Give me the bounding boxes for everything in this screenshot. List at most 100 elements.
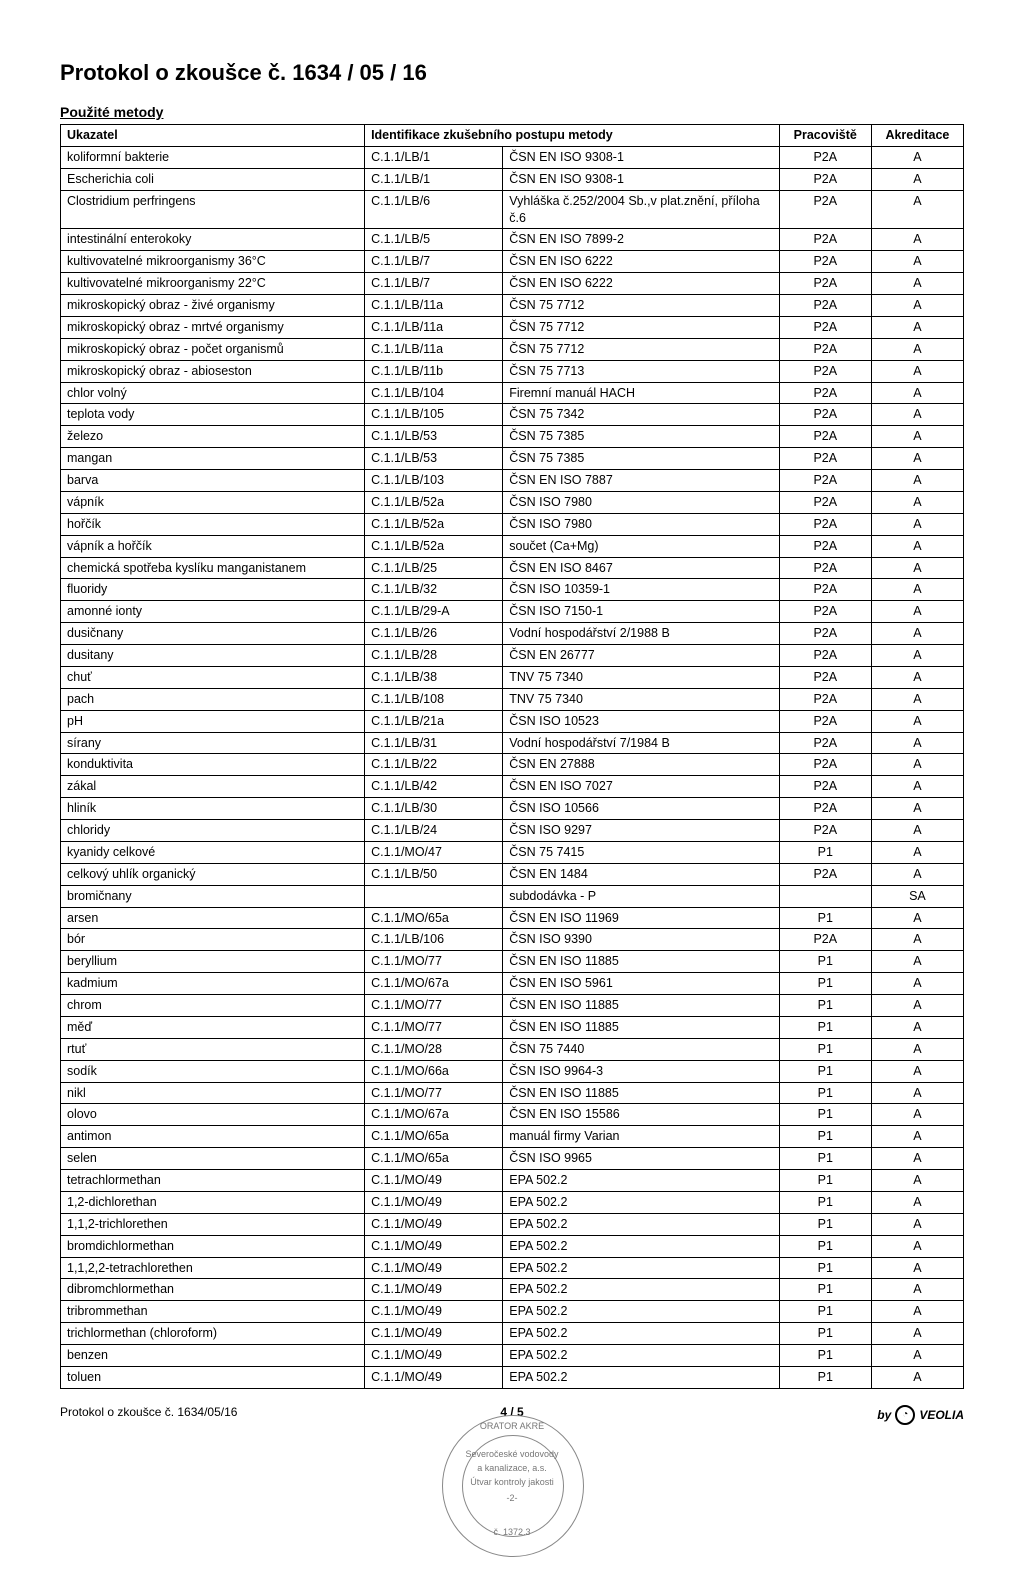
table-cell: intestinální enterokoky	[61, 229, 365, 251]
table-cell: kultivovatelné mikroorganismy 36°C	[61, 251, 365, 273]
table-cell: EPA 502.2	[503, 1345, 779, 1367]
table-cell: A	[871, 470, 963, 492]
table-cell: P1	[779, 1323, 871, 1345]
table-cell: P2A	[779, 229, 871, 251]
table-cell: ČSN EN ISO 9308-1	[503, 146, 779, 168]
table-row: selenC.1.1/MO/65aČSN ISO 9965P1A	[61, 1148, 964, 1170]
table-cell: C.1.1/MO/77	[365, 951, 503, 973]
table-cell: C.1.1/MO/49	[365, 1366, 503, 1388]
table-cell: ČSN EN ISO 9308-1	[503, 168, 779, 190]
table-cell: ČSN 75 7385	[503, 426, 779, 448]
table-cell: A	[871, 907, 963, 929]
table-row: síranyC.1.1/LB/31Vodní hospodářství 7/19…	[61, 732, 964, 754]
table-cell: P2A	[779, 491, 871, 513]
col-ukazatel: Ukazatel	[61, 125, 365, 147]
table-cell: ČSN EN ISO 5961	[503, 973, 779, 995]
table-cell: C.1.1/LB/31	[365, 732, 503, 754]
table-cell: A	[871, 623, 963, 645]
table-cell: P1	[779, 1257, 871, 1279]
table-cell: ČSN 75 7712	[503, 338, 779, 360]
table-cell: ČSN 75 7712	[503, 316, 779, 338]
table-cell: A	[871, 1170, 963, 1192]
table-cell: P1	[779, 1082, 871, 1104]
table-cell: C.1.1/MO/77	[365, 1016, 503, 1038]
table-row: kadmiumC.1.1/MO/67aČSN EN ISO 5961P1A	[61, 973, 964, 995]
table-cell: C.1.1/MO/66a	[365, 1060, 503, 1082]
table-cell: EPA 502.2	[503, 1301, 779, 1323]
table-row: koliformní bakterieC.1.1/LB/1ČSN EN ISO …	[61, 146, 964, 168]
table-cell: měď	[61, 1016, 365, 1038]
table-cell: ČSN EN ISO 11885	[503, 995, 779, 1017]
table-row: 1,2-dichlorethanC.1.1/MO/49EPA 502.2P1A	[61, 1191, 964, 1213]
table-row: mikroskopický obraz - abiosestonC.1.1/LB…	[61, 360, 964, 382]
table-cell: ČSN ISO 9390	[503, 929, 779, 951]
table-cell: olovo	[61, 1104, 365, 1126]
stamp-line-2: a kanalizace, a.s.	[442, 1463, 582, 1473]
table-row: manganC.1.1/LB/53ČSN 75 7385P2AA	[61, 448, 964, 470]
table-cell: A	[871, 146, 963, 168]
table-cell: A	[871, 1038, 963, 1060]
table-cell: C.1.1/LB/11a	[365, 295, 503, 317]
table-cell: Clostridium perfringens	[61, 190, 365, 229]
table-cell: A	[871, 1148, 963, 1170]
table-cell: koliformní bakterie	[61, 146, 365, 168]
table-cell: A	[871, 404, 963, 426]
table-cell: P2A	[779, 710, 871, 732]
table-cell: C.1.1/LB/108	[365, 688, 503, 710]
footer-brand: by ◔ VEOLIA	[663, 1405, 964, 1425]
table-cell: ČSN 75 7415	[503, 841, 779, 863]
table-cell: ČSN EN ISO 11885	[503, 951, 779, 973]
table-cell: Vodní hospodářství 2/1988 B	[503, 623, 779, 645]
table-cell: ČSN ISO 10566	[503, 798, 779, 820]
table-cell: P1	[779, 1345, 871, 1367]
table-cell: EPA 502.2	[503, 1366, 779, 1388]
table-cell: A	[871, 1345, 963, 1367]
table-cell: C.1.1/LB/11a	[365, 338, 503, 360]
table-cell: arsen	[61, 907, 365, 929]
table-cell: ČSN EN 1484	[503, 863, 779, 885]
table-cell: ČSN 75 7385	[503, 448, 779, 470]
section-title: Použité metody	[60, 104, 964, 120]
table-cell: C.1.1/MO/67a	[365, 1104, 503, 1126]
table-cell: A	[871, 168, 963, 190]
table-cell: P2A	[779, 820, 871, 842]
table-cell: ČSN ISO 9297	[503, 820, 779, 842]
table-row: tribrommethanC.1.1/MO/49EPA 502.2P1A	[61, 1301, 964, 1323]
table-cell: P1	[779, 1060, 871, 1082]
table-cell: ČSN EN ISO 11885	[503, 1082, 779, 1104]
table-cell: P1	[779, 1038, 871, 1060]
col-pracoviste: Pracoviště	[779, 125, 871, 147]
table-row: zákalC.1.1/LB/42ČSN EN ISO 7027P2AA	[61, 776, 964, 798]
table-cell: ČSN 75 7713	[503, 360, 779, 382]
table-cell: A	[871, 491, 963, 513]
table-row: Escherichia coliC.1.1/LB/1ČSN EN ISO 930…	[61, 168, 964, 190]
table-cell: A	[871, 710, 963, 732]
table-cell: C.1.1/LB/7	[365, 273, 503, 295]
table-cell: A	[871, 798, 963, 820]
table-row: kyanidy celkovéC.1.1/MO/47ČSN 75 7415P1A	[61, 841, 964, 863]
table-cell: selen	[61, 1148, 365, 1170]
table-cell: C.1.1/MO/49	[365, 1301, 503, 1323]
table-row: pachC.1.1/LB/108TNV 75 7340P2AA	[61, 688, 964, 710]
table-cell: C.1.1/MO/65a	[365, 907, 503, 929]
table-cell: P2A	[779, 168, 871, 190]
table-cell: C.1.1/LB/1	[365, 168, 503, 190]
table-cell: P1	[779, 1279, 871, 1301]
table-row: hliníkC.1.1/LB/30ČSN ISO 10566P2AA	[61, 798, 964, 820]
table-cell: P1	[779, 1301, 871, 1323]
table-cell: hořčík	[61, 513, 365, 535]
table-cell: C.1.1/LB/26	[365, 623, 503, 645]
table-cell: C.1.1/LB/103	[365, 470, 503, 492]
table-cell: A	[871, 190, 963, 229]
table-row: Clostridium perfringensC.1.1/LB/6Vyhlášk…	[61, 190, 964, 229]
table-row: niklC.1.1/MO/77ČSN EN ISO 11885P1A	[61, 1082, 964, 1104]
table-cell: teplota vody	[61, 404, 365, 426]
table-cell: P2A	[779, 295, 871, 317]
table-cell: barva	[61, 470, 365, 492]
table-row: toluenC.1.1/MO/49EPA 502.2P1A	[61, 1366, 964, 1388]
table-cell: chrom	[61, 995, 365, 1017]
table-cell: P2A	[779, 754, 871, 776]
table-cell: 1,1,2-trichlorethen	[61, 1213, 365, 1235]
table-cell: mangan	[61, 448, 365, 470]
table-cell: fluoridy	[61, 579, 365, 601]
